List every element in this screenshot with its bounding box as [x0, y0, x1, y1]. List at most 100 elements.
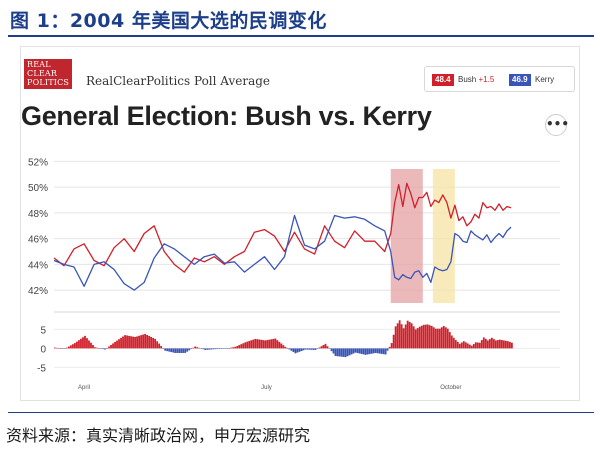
spread-bar	[102, 348, 104, 350]
spread-bar	[74, 343, 76, 349]
spread-bar	[508, 341, 511, 349]
spread-bar	[178, 348, 181, 353]
spread-bar	[422, 324, 425, 349]
spread-bar	[332, 348, 335, 354]
spread-bar	[176, 348, 179, 353]
spread-bar	[262, 340, 265, 349]
spread-bar	[140, 335, 142, 349]
spread-bar	[174, 348, 177, 353]
spread-bar	[448, 332, 451, 349]
spread-bar	[290, 348, 293, 351]
spread-bar	[160, 345, 163, 349]
spread-bar	[296, 348, 299, 353]
spread-bar	[348, 348, 351, 356]
spread-bar	[234, 346, 237, 349]
spread-bar	[194, 346, 197, 349]
spread-bar	[108, 346, 110, 349]
spread-bar	[330, 348, 333, 352]
rcp-logo[interactable]: REAL CLEAR POLITICS	[24, 59, 72, 89]
spread-bar	[406, 320, 409, 349]
spread-bar	[192, 347, 195, 349]
spread-bar	[284, 346, 287, 349]
spread-bar	[122, 336, 124, 349]
spread-bar	[326, 346, 329, 349]
spread-bar	[214, 348, 217, 350]
spread-bar	[220, 348, 223, 349]
legend-bush-value: 48.4	[432, 74, 454, 86]
spread-bar	[92, 344, 94, 349]
spread-bar	[120, 337, 122, 349]
spread-bar	[202, 348, 205, 350]
spread-bar	[456, 341, 459, 349]
spread-bar	[398, 320, 401, 349]
x-tick-labels: April July October	[78, 385, 461, 391]
spread-bar	[100, 348, 102, 349]
spread-bar	[346, 348, 349, 357]
spread-bar	[98, 348, 100, 349]
spread-bar	[314, 348, 317, 350]
spread-bar	[408, 321, 411, 349]
spread-bar	[386, 348, 389, 351]
spread-bar	[152, 337, 155, 349]
spread-bar	[446, 328, 449, 349]
legend-kerry-value: 46.9	[509, 74, 531, 86]
spread-bar	[496, 340, 499, 349]
spread-bar	[86, 338, 88, 349]
spread-bar	[218, 348, 221, 350]
spread-bar	[72, 344, 74, 349]
spread-bar	[226, 348, 229, 349]
spread-bar	[212, 348, 215, 350]
spread-bar	[376, 348, 379, 354]
spread-bar	[310, 348, 313, 350]
spread-bar	[200, 348, 203, 349]
x-tick-label: October	[440, 385, 461, 391]
spread-bar	[486, 340, 489, 349]
spread-bar	[240, 344, 243, 349]
spread-bar	[116, 340, 118, 349]
spread-bar	[478, 342, 481, 349]
spread-bar	[436, 328, 439, 349]
spread-bar	[442, 325, 445, 349]
spread-bar	[84, 335, 86, 349]
spread-bar	[336, 348, 339, 357]
spread-bar	[90, 342, 92, 349]
y-tick-label: 46%	[28, 235, 48, 246]
spread-bar	[142, 334, 144, 349]
chart-title: General Election: Bush vs. Kerry	[21, 101, 432, 131]
spread-bar	[426, 324, 429, 349]
spread-bar	[118, 339, 120, 349]
title-divider	[8, 35, 594, 37]
spread-bar	[232, 347, 235, 349]
spread-bar	[62, 348, 64, 349]
spread-bar	[138, 335, 140, 349]
x-tick-label: July	[261, 385, 272, 391]
spread-bar	[298, 348, 301, 352]
y-tick-label: 48%	[28, 209, 48, 220]
spread-bar	[280, 343, 283, 349]
spread-bar	[198, 347, 201, 349]
spread-bar	[132, 336, 134, 349]
spread-bar	[56, 347, 58, 349]
source-note: 资料来源：真实清晰政治网，申万宏源研究	[6, 426, 311, 445]
spread-bar	[494, 340, 497, 349]
spread-bar	[352, 348, 355, 354]
spread-bar	[338, 348, 341, 357]
spread-bar	[270, 339, 273, 349]
more-options-button[interactable]: •••	[545, 114, 569, 136]
spread-bar	[498, 339, 501, 349]
legend-bush-label: Bush +1.5	[458, 74, 494, 86]
spread-bar	[384, 348, 387, 355]
spread-bar	[438, 328, 441, 349]
spread-bar	[402, 328, 405, 349]
spread-bar	[460, 342, 463, 349]
spread-bar	[366, 348, 369, 355]
spread-bar	[216, 348, 219, 350]
spread-bar	[130, 336, 132, 349]
spread-bar	[360, 348, 363, 354]
spread-bar	[362, 348, 365, 355]
spread-bar	[430, 325, 433, 349]
spread-bar	[316, 348, 319, 349]
spread-bar	[112, 343, 114, 349]
spread-bar	[454, 340, 457, 349]
